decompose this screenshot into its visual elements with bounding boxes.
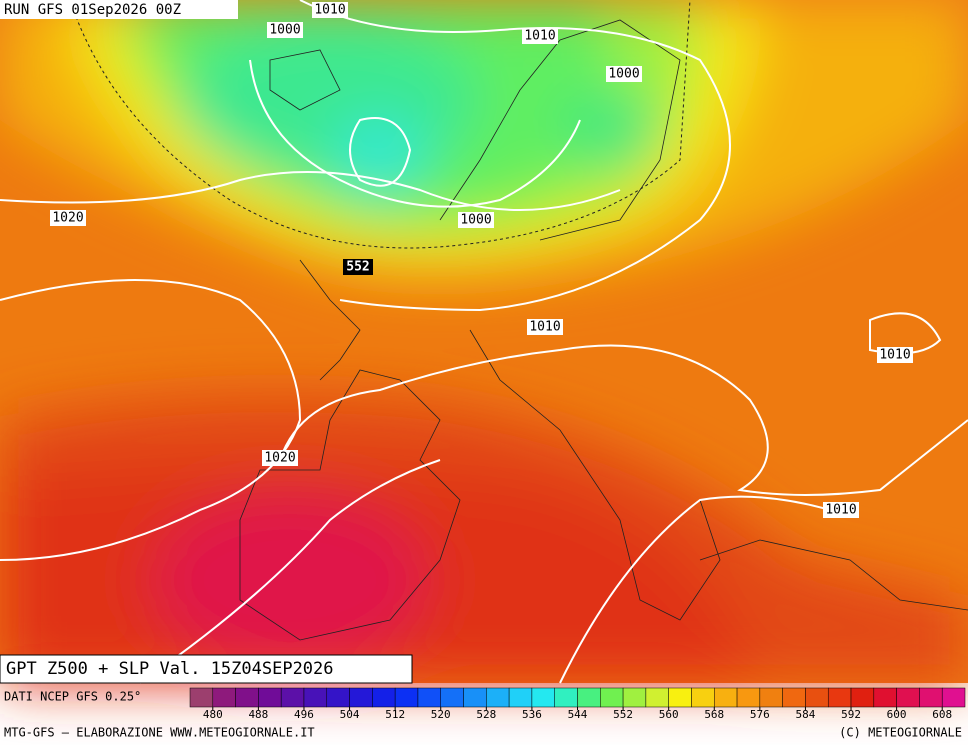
colorbar-swatch: [782, 687, 806, 708]
colorbar-swatch: [372, 687, 396, 708]
isobar-label-box: [312, 2, 348, 18]
colorbar-tick-label: 560: [659, 708, 679, 721]
isobar-label: 1010: [879, 348, 910, 363]
footer-right: (C) METEOGIORNALE: [839, 726, 962, 740]
colorbar-swatch: [440, 687, 464, 708]
colorbar-tick-label: 568: [704, 708, 724, 721]
source: DATI NCEP GFS 0.25°: [4, 690, 141, 704]
colorbar-swatch: [827, 687, 852, 708]
colorbar-swatch: [531, 687, 555, 708]
colorbar-tick-label: 488: [248, 708, 268, 721]
colorbar-swatch: [941, 687, 966, 708]
colorbar-swatch: [736, 687, 761, 708]
height-label-box: [343, 259, 373, 275]
isobar-label-box: [823, 502, 859, 518]
colorbar-swatch: [759, 687, 783, 708]
colorbar-swatch: [508, 687, 533, 708]
isobar-label: 1010: [524, 29, 555, 44]
colorbar-swatch: [463, 687, 487, 708]
isobar-label-box: [527, 319, 563, 335]
colorbar-swatch: [417, 687, 441, 708]
isobar-label-box: [262, 450, 298, 466]
colorbar-tick-label: 536: [522, 708, 542, 721]
isobar-label-box: [458, 212, 494, 228]
run-label: RUN GFS 01Sep2026 00Z: [4, 2, 181, 18]
colorbar-swatch: [805, 687, 829, 708]
isobar-label: 1000: [460, 213, 491, 228]
isobars: [0, 0, 968, 684]
colorbar-swatch: [258, 687, 282, 708]
colorbar-tick-label: 576: [750, 708, 770, 721]
isobar-label-box: [267, 22, 303, 38]
isobar-label-box: [877, 347, 913, 363]
run-box: [0, 0, 238, 19]
isobar-label-box: [50, 210, 86, 226]
isobar-label-box: [522, 28, 558, 44]
isobar-label-box: [606, 66, 642, 82]
colorbar-tick-label: 496: [294, 708, 314, 721]
colorbar-swatch: [486, 687, 510, 708]
colorbar-tick-label: 520: [431, 708, 451, 721]
colorbar-swatch: [349, 687, 373, 708]
field: [0, 0, 968, 683]
colorbar-swatch: [691, 687, 715, 708]
colorbar-swatch: [577, 687, 601, 708]
colorbar-tick-label: 592: [841, 708, 861, 721]
isobar-labels: 1010 1000 1010 1000 1020 1000 1010 1010 1020 1010: [50, 2, 913, 518]
title-box: [0, 654, 413, 684]
map-title: GPT Z500 + SLP Val. 15Z04SEP2026: [6, 659, 334, 679]
colorbar-tick-label: 528: [476, 708, 496, 721]
colorbar-tick-label: 544: [568, 708, 588, 721]
isobar-label: 1020: [264, 451, 295, 466]
colorbar-swatch: [554, 687, 578, 708]
colorbar-swatch: [896, 687, 920, 708]
isobar-label: 1000: [269, 23, 300, 38]
colorbar-tick-label: 512: [385, 708, 405, 721]
colorbar-swatch: [645, 687, 669, 708]
height-label: 552: [346, 260, 369, 275]
colorbar-swatch: [873, 687, 897, 708]
colorbar-swatch: [622, 687, 647, 708]
colorbar-tick-label: 608: [932, 708, 952, 721]
isobar-label: 1010: [825, 503, 856, 518]
colorbar-swatch: [600, 687, 624, 708]
colorbar: 480 488 496 504 512 520 528 536 544 552 560 568 576 5…: [189, 687, 966, 721]
colorbar-swatch: [326, 687, 350, 708]
colorbar-tick-label: 504: [340, 708, 360, 721]
colorbar-swatch: [714, 687, 738, 708]
colorbar-swatch: [668, 687, 692, 708]
colorbar-tick-label: 600: [887, 708, 907, 721]
colorbar-swatch: [303, 687, 328, 708]
colorbar-swatch: [212, 687, 236, 708]
colorbar-swatch: [850, 687, 875, 708]
colorbar-swatch: [394, 687, 419, 708]
colorbar-tick-label: 552: [613, 708, 633, 721]
isobar-label: 1000: [608, 67, 639, 82]
isobar-label: 1010: [314, 3, 345, 18]
colorbar-tick-label: 480: [203, 708, 223, 721]
footer-left: MTG-GFS – ELABORAZIONE WWW.METEOGIORNALE…: [4, 726, 315, 740]
colorbar-swatch: [235, 687, 259, 708]
isobar-label: 1020: [52, 211, 83, 226]
colorbar-swatch: [189, 687, 214, 708]
colorbar-swatch: [280, 687, 305, 708]
isobar-label: 1010: [529, 320, 560, 335]
colorbar-swatch: [919, 687, 943, 708]
colorbar-tick-label: 584: [796, 708, 816, 721]
